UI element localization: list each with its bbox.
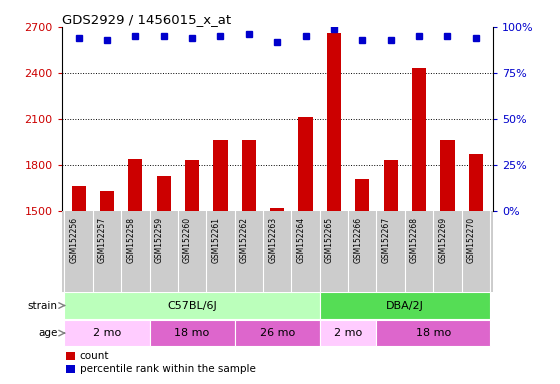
Text: DBA/2J: DBA/2J	[386, 301, 424, 311]
Text: 2 mo: 2 mo	[334, 328, 362, 338]
Bar	[66, 352, 76, 360]
Bar	[213, 140, 227, 211]
Text: GSM152262: GSM152262	[240, 217, 249, 263]
Text: percentile rank within the sample: percentile rank within the sample	[80, 364, 255, 374]
Text: GDS2929 / 1456015_x_at: GDS2929 / 1456015_x_at	[62, 13, 231, 26]
Text: 18 mo: 18 mo	[416, 328, 451, 338]
Text: C57BL/6J: C57BL/6J	[167, 301, 217, 311]
Text: strain: strain	[27, 301, 57, 311]
Text: 2 mo: 2 mo	[93, 328, 121, 338]
Text: GSM152268: GSM152268	[410, 217, 419, 263]
Text: GSM152266: GSM152266	[353, 217, 362, 263]
Bar	[298, 117, 312, 211]
Bar	[72, 186, 86, 211]
Text: count: count	[80, 351, 109, 361]
Bar	[469, 154, 483, 211]
Text: GSM152261: GSM152261	[212, 217, 221, 263]
Bar	[270, 208, 284, 211]
Text: GSM152269: GSM152269	[438, 217, 447, 263]
Text: GSM152256: GSM152256	[69, 217, 78, 263]
Bar	[185, 160, 199, 211]
Text: GSM152259: GSM152259	[155, 217, 164, 263]
Text: GSM152270: GSM152270	[467, 217, 476, 263]
Bar	[384, 160, 398, 211]
Bar	[242, 140, 256, 211]
Bar	[64, 320, 150, 346]
Text: age: age	[38, 328, 57, 338]
Bar	[320, 292, 490, 319]
Bar	[440, 140, 455, 211]
Bar	[355, 179, 370, 211]
Bar	[100, 191, 114, 211]
Text: GSM152264: GSM152264	[297, 217, 306, 263]
Bar	[235, 320, 320, 346]
Text: GSM152265: GSM152265	[325, 217, 334, 263]
Text: GSM152258: GSM152258	[127, 217, 136, 263]
Text: GSM152260: GSM152260	[183, 217, 192, 263]
Bar	[320, 320, 376, 346]
Text: 18 mo: 18 mo	[175, 328, 209, 338]
Bar	[412, 68, 426, 211]
Bar	[157, 175, 171, 211]
Text: 26 mo: 26 mo	[260, 328, 295, 338]
Bar	[150, 320, 235, 346]
Bar	[128, 159, 142, 211]
Bar	[376, 320, 490, 346]
Bar	[64, 292, 320, 319]
Bar	[66, 365, 76, 373]
Text: GSM152267: GSM152267	[382, 217, 391, 263]
Bar	[327, 33, 341, 211]
Text: GSM152257: GSM152257	[98, 217, 107, 263]
Text: GSM152263: GSM152263	[268, 217, 277, 263]
